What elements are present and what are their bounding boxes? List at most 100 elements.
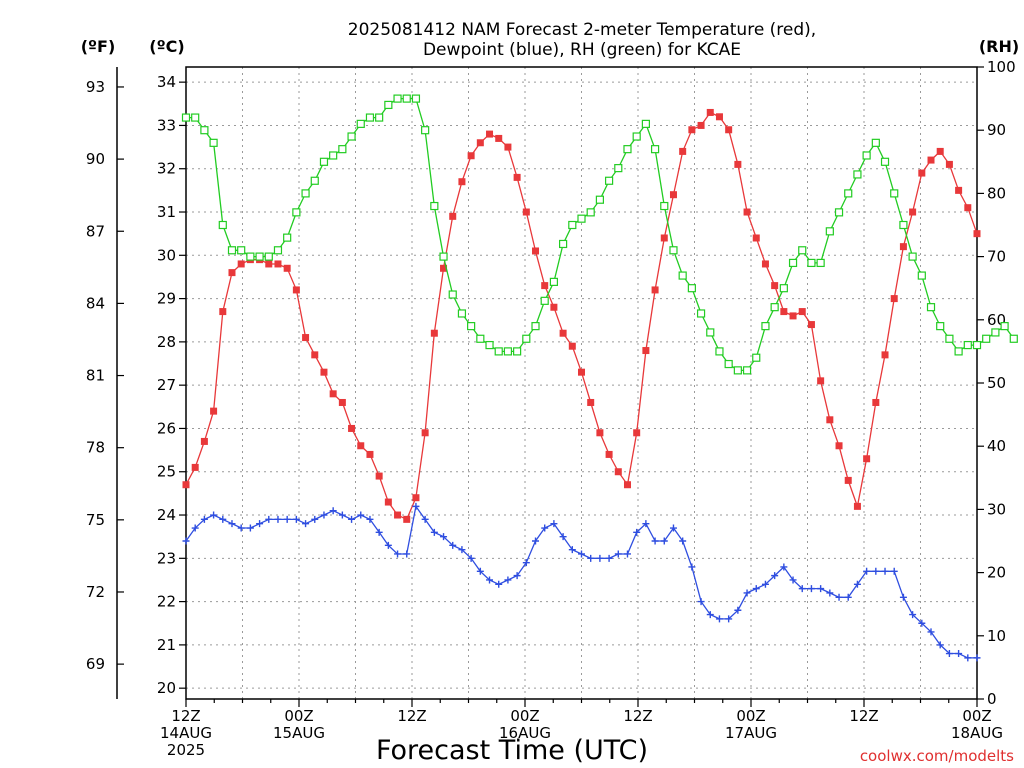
temperature-point — [881, 351, 889, 359]
rh-point — [209, 138, 218, 147]
dewpoint-point — [789, 576, 797, 584]
dewpoint-point — [688, 563, 696, 571]
temperature-point — [725, 126, 733, 134]
rh-point — [503, 347, 513, 356]
rh-tick-label: 100 — [987, 58, 1016, 76]
temperature-point — [265, 260, 273, 268]
celsius-tick-label: 20 — [157, 679, 176, 697]
rh-tick-label: 30 — [987, 500, 1006, 518]
dewpoint-point — [669, 524, 677, 532]
rh-point — [816, 258, 825, 268]
dewpoint-point — [587, 554, 595, 562]
dewpoint-point — [835, 593, 843, 601]
temperature-point — [706, 108, 714, 116]
dewpoint-point — [890, 567, 898, 575]
dewpoint-point — [881, 567, 889, 575]
dewpoint-point — [366, 515, 374, 523]
temperature-point — [495, 134, 503, 142]
rh-point — [945, 334, 954, 343]
rh-point — [632, 132, 641, 141]
rh-point — [825, 227, 834, 236]
rh-point — [991, 328, 1000, 337]
rh-point — [798, 246, 807, 255]
celsius-tick-label: 26 — [157, 419, 176, 437]
celsius-tick-label: 24 — [157, 506, 176, 524]
rh-tick-label: 70 — [987, 248, 1006, 266]
dewpoint-point — [578, 550, 585, 558]
temperature-point — [660, 234, 668, 242]
celsius-tick-label: 25 — [157, 463, 176, 481]
temperature-point — [237, 260, 245, 268]
temperature-point — [467, 152, 475, 160]
temperature-point — [384, 498, 392, 506]
dewpoint-point — [338, 511, 346, 519]
temperature-point — [835, 442, 843, 450]
time-tick-label: 16AUG — [499, 724, 551, 742]
temperature-point — [826, 416, 834, 424]
dewpoint-point — [863, 567, 871, 575]
time-tick-label: 2025 — [167, 741, 205, 759]
fahrenheit-tick-label: 93 — [86, 78, 105, 96]
celsius-tick-label: 31 — [157, 203, 176, 221]
time-tick-label: 00Z — [284, 707, 313, 725]
rh-tick-label: 20 — [987, 564, 1006, 582]
temperature-point — [669, 191, 677, 199]
celsius-tick-label: 30 — [157, 246, 176, 264]
temperature-point — [697, 121, 705, 129]
temperature-point — [412, 494, 420, 502]
time-tick-label: 00Z — [510, 707, 539, 725]
rh-point — [375, 113, 384, 122]
rh-point — [761, 322, 770, 331]
temperature-point — [375, 472, 383, 480]
celsius-tick-label: 34 — [157, 73, 176, 91]
rh-point — [733, 366, 742, 375]
celsius-tick-label: 32 — [157, 160, 176, 178]
dewpoint-point — [311, 515, 319, 523]
credit-text: coolwx.com/modelts — [860, 747, 1014, 765]
rh-tick-label: 80 — [987, 184, 1006, 202]
dewpoint-point — [633, 528, 641, 536]
rh-point — [742, 366, 752, 375]
rh-point — [963, 340, 972, 350]
rh-point — [264, 252, 273, 261]
rh-point — [982, 334, 991, 343]
temperature-point — [927, 156, 935, 164]
rh-point — [522, 334, 531, 343]
temperature-point — [302, 334, 310, 342]
dewpoint-point — [826, 589, 834, 597]
rh-tick-label: 40 — [987, 437, 1006, 455]
rh-point — [356, 119, 365, 128]
fahrenheit-tick-label: 90 — [86, 150, 105, 168]
rh-point — [384, 100, 393, 110]
dewpoint-point — [909, 611, 917, 619]
celsius-tick-label: 23 — [157, 549, 176, 567]
temperature-point — [890, 295, 898, 303]
temperature-point — [651, 286, 659, 294]
rh-point — [402, 94, 411, 103]
rh-point — [559, 239, 568, 249]
temperature-point — [513, 173, 521, 181]
fahrenheit-tick-label: 69 — [86, 655, 105, 673]
temperature-point — [274, 260, 282, 268]
temperature-point — [357, 442, 365, 450]
rh-point — [421, 126, 430, 135]
temperature-point — [623, 481, 631, 489]
rh-point — [439, 252, 448, 261]
temperature-point — [532, 247, 540, 255]
temperature-point — [182, 481, 190, 489]
rh-point — [972, 340, 982, 350]
temperature-point — [743, 208, 751, 216]
temperature-point — [486, 130, 494, 138]
fahrenheit-unit-label: (ºF) — [81, 37, 116, 56]
dewpoint-point — [605, 554, 613, 562]
dewpoint-point — [936, 641, 944, 649]
dewpoint-series — [182, 502, 981, 662]
temperature-point — [853, 502, 861, 510]
dewpoint-point — [817, 585, 825, 593]
dewpoint-point — [780, 563, 788, 571]
fahrenheit-axis: 69 72 75 78 81 84 87 90 93 — [86, 78, 124, 673]
axes — [116, 66, 978, 700]
dewpoint-point — [210, 511, 218, 519]
rh-tick-label: 10 — [987, 627, 1006, 645]
